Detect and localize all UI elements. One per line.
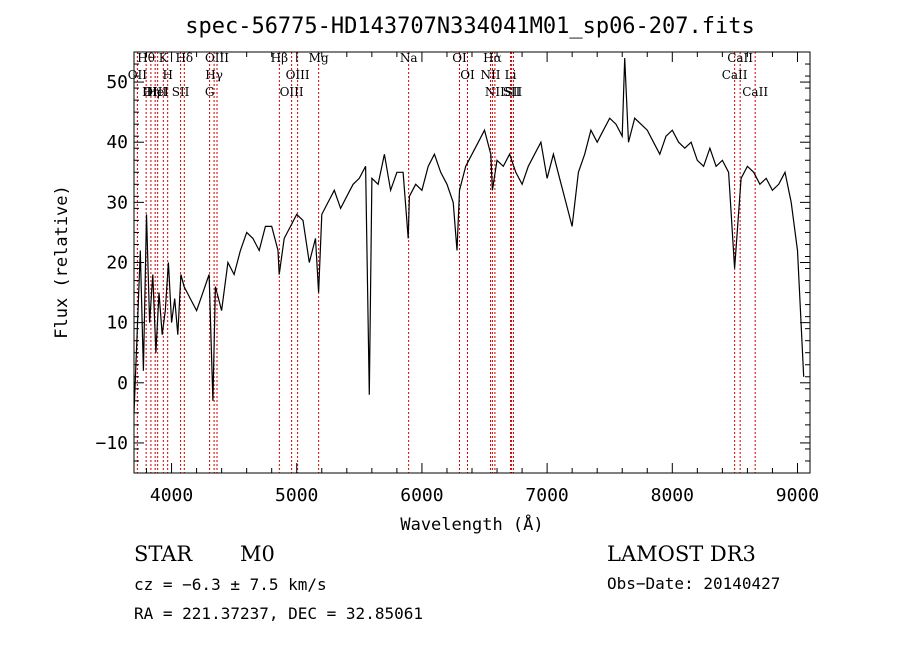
- line-marker-label: Hα: [483, 51, 502, 65]
- line-marker-label: Hθ: [137, 51, 155, 65]
- line-marker-label: Li: [505, 68, 517, 82]
- line-marker-label: OI: [452, 51, 467, 65]
- spectrum-line: [133, 57, 805, 413]
- line-marker-label: OIII: [205, 51, 229, 65]
- x-tick-label: 6000: [400, 485, 443, 506]
- line-marker-label: CaII: [727, 51, 753, 65]
- line-marker-label: SII: [172, 85, 190, 99]
- line-marker-label: OIII: [286, 68, 310, 82]
- line-marker-label: OIII: [143, 85, 167, 99]
- line-marker-label: Hβ: [271, 51, 288, 65]
- y-tick-label: 0: [117, 373, 128, 394]
- coordinates: RA = 221.37237, DEC = 32.85061: [134, 604, 423, 623]
- line-marker-label: Hη: [142, 85, 160, 99]
- y-tick-label: −10: [95, 433, 128, 454]
- line-marker-label: G: [205, 85, 215, 99]
- line-marker-label: Hδ: [175, 51, 193, 65]
- line-marker-label: OII: [128, 68, 148, 82]
- line-marker-label: Hγ: [205, 68, 223, 82]
- y-axis-ticks: −10 0 10 20 30 40 50: [95, 51, 810, 474]
- line-marker-label: NII: [481, 68, 501, 82]
- x-tick-label: 7000: [525, 485, 568, 506]
- line-marker-label: OIII: [280, 85, 304, 99]
- observation-date: Obs−Date: 20140427: [607, 574, 780, 593]
- x-axis-ticks: 4000 5000 6000 7000 8000 9000: [146, 52, 819, 506]
- y-tick-label: 10: [106, 313, 128, 334]
- redshift-info: cz = −6.3 ± 7.5 km/s: [134, 575, 327, 594]
- y-tick-label: 50: [106, 72, 128, 93]
- line-marker-label: OI: [460, 68, 475, 82]
- x-tick-label: 9000: [776, 485, 819, 506]
- x-axis-label: Wavelength (Å): [400, 513, 543, 535]
- line-marker-label: CaII: [722, 68, 748, 82]
- object-subclass: M0: [240, 542, 275, 566]
- y-tick-label: 20: [106, 253, 128, 274]
- line-marker-label: NII: [485, 85, 505, 99]
- line-marker-label: K: [159, 51, 169, 65]
- x-tick-label: 5000: [275, 485, 318, 506]
- line-marker-label: H: [162, 68, 172, 82]
- object-class: STAR: [134, 542, 193, 566]
- line-marker-label: CaII: [742, 85, 768, 99]
- chart-title: spec-56775-HD143707N334041M01_sp06-207.f…: [185, 14, 755, 39]
- line-marker-label: SII: [503, 85, 521, 99]
- y-tick-label: 40: [106, 132, 128, 153]
- x-tick-label: 8000: [651, 485, 694, 506]
- x-tick-label: 4000: [150, 485, 193, 506]
- y-axis-label: Flux (relative): [52, 185, 72, 339]
- survey-name: LAMOST DR3: [607, 542, 756, 566]
- line-marker-label: HeI: [147, 85, 170, 99]
- line-marker-label: Mg: [309, 51, 329, 65]
- line-marker-label: Na: [400, 51, 418, 65]
- line-marker-label: SII: [505, 85, 523, 99]
- y-tick-label: 30: [106, 192, 128, 213]
